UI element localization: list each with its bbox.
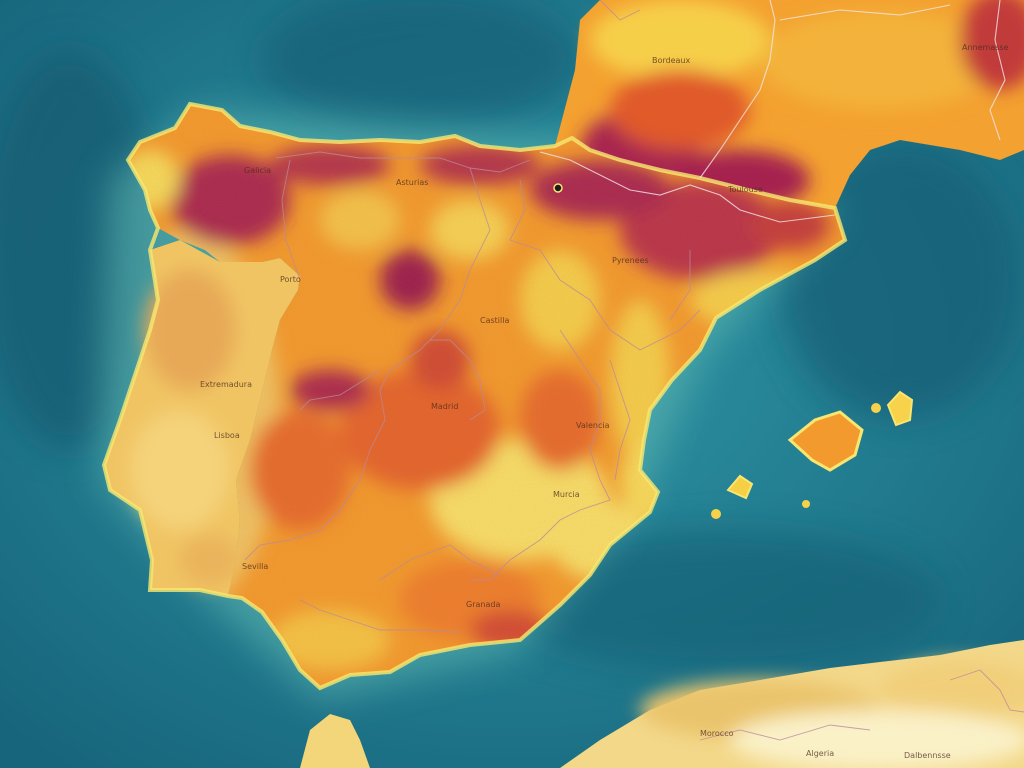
label-sevilla: Sevilla <box>242 562 268 571</box>
label-galicia: Galicia <box>244 166 271 175</box>
label-morocco: Morocco <box>700 729 734 738</box>
menorca-island <box>886 390 914 427</box>
small-islet <box>871 403 881 413</box>
cabrera-island <box>802 500 810 508</box>
label-bordeaux: Bordeaux <box>652 56 691 65</box>
label-murcia: Murcia <box>553 490 580 499</box>
label-northeast-france: Annemasse <box>962 43 1009 52</box>
formentera-island <box>711 509 721 519</box>
label-algeria: Algeria <box>806 749 834 758</box>
label-castilla: Castilla <box>480 316 509 325</box>
label-valencia: Valencia <box>576 421 610 430</box>
label-toulouse-area: Toulouse <box>727 185 763 194</box>
label-asturias: Asturias <box>396 178 428 187</box>
region-borders <box>244 0 1024 741</box>
iberia-coastline <box>101 101 848 691</box>
label-lisboa: Lisboa <box>214 431 240 440</box>
france-landmass <box>555 0 1024 210</box>
place-labels: Bordeaux Toulouse Annemasse Galicia Astu… <box>200 43 1009 760</box>
portugal-landmass <box>104 240 300 596</box>
label-madrid: Madrid <box>431 402 458 411</box>
city-marker <box>553 183 563 193</box>
balearic-islands <box>711 390 914 519</box>
label-algeria-east: Dalbennsse <box>904 751 951 760</box>
label-extremadura: Extremadura <box>200 380 252 389</box>
label-porto: Porto <box>280 275 301 284</box>
label-pyrenees: Pyrenees <box>612 256 649 265</box>
label-granada: Granada <box>466 600 500 609</box>
ibiza-island <box>726 474 754 500</box>
north-africa-landmass <box>300 640 1024 768</box>
mallorca-island <box>787 410 864 472</box>
